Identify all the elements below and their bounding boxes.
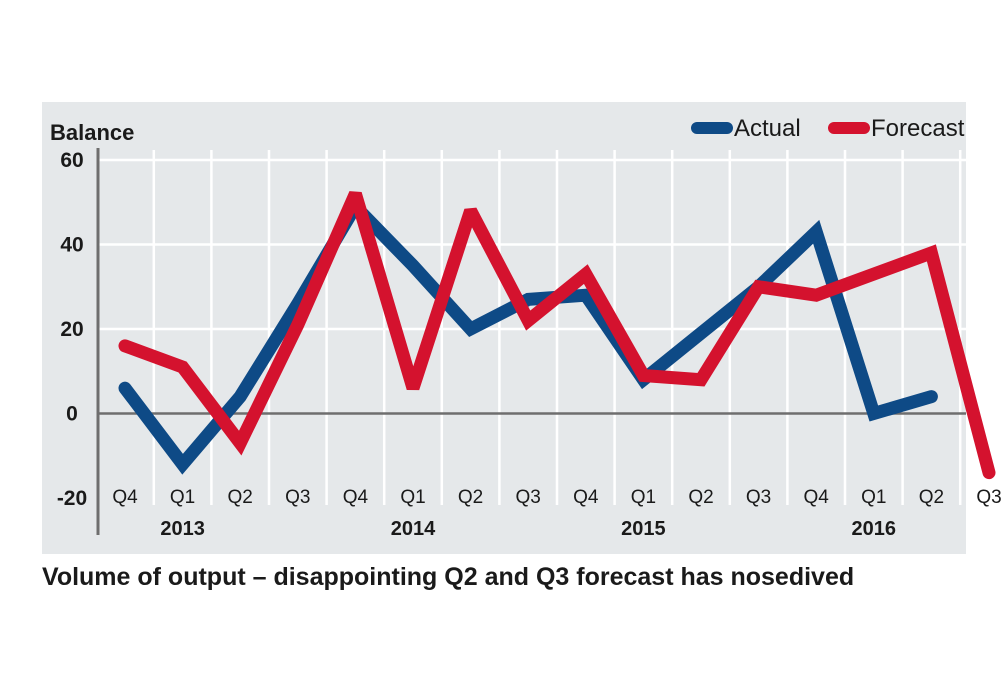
chart-caption: Volume of output – disappointing Q2 and …: [42, 563, 855, 591]
y-tick-label: 20: [60, 318, 83, 341]
y-tick-label: 40: [60, 234, 83, 257]
x-tick-label: Q3: [285, 487, 310, 508]
x-tick-label: Q3: [516, 487, 541, 508]
year-label: 2016: [852, 518, 897, 540]
y-tick-label: 60: [60, 149, 83, 172]
x-tick-label: Q1: [170, 487, 195, 508]
legend: Actual Forecast: [691, 115, 965, 142]
series-line-forecast: [118, 191, 996, 480]
y-tick-label: 0: [66, 403, 78, 426]
x-tick-label: Q1: [861, 487, 886, 508]
x-tick-label: Q2: [919, 487, 944, 508]
x-tick-label: Q4: [573, 487, 599, 508]
year-label: 2014: [391, 518, 436, 540]
year-labels: 2013 2014 2015 2016: [160, 518, 896, 540]
x-tick-labels: Q4 Q1 Q2 Q3 Q4 Q1 Q2 Q3 Q4 Q1 Q2 Q3 Q4 Q1 Q2 Q3: [112, 487, 1001, 508]
x-tick-label: Q3: [976, 487, 1001, 508]
year-label: 2013: [160, 518, 205, 540]
y-tick-label: -20: [57, 487, 87, 510]
x-tick-label: Q4: [112, 487, 138, 508]
y-axis-label: Balance: [50, 120, 134, 145]
x-tick-label: Q2: [458, 487, 483, 508]
legend-label-actual: Actual: [734, 115, 801, 142]
series-line-actual: [118, 195, 938, 475]
x-tick-label: Q2: [688, 487, 713, 508]
x-tick-label: Q1: [631, 487, 656, 508]
x-tick-label: Q4: [804, 487, 830, 508]
year-label: 2015: [621, 518, 666, 540]
x-tick-label: Q2: [228, 487, 253, 508]
x-tick-label: Q1: [400, 487, 425, 508]
y-tick-labels: -20 0 20 40 60: [57, 149, 87, 510]
legend-label-forecast: Forecast: [871, 115, 965, 142]
series-lines: [118, 191, 996, 480]
x-tick-label: Q4: [343, 487, 369, 508]
x-tick-label: Q3: [746, 487, 771, 508]
